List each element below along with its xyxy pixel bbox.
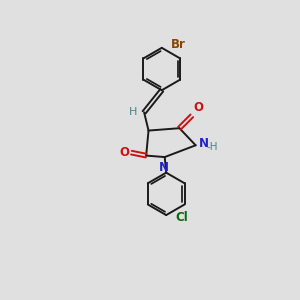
Text: Cl: Cl (175, 211, 188, 224)
Text: N: N (159, 160, 169, 174)
Text: N: N (199, 137, 209, 150)
Text: O: O (194, 101, 204, 114)
Text: Br: Br (171, 38, 186, 51)
Text: O: O (119, 146, 129, 159)
Text: H: H (129, 107, 138, 117)
Text: -H: -H (207, 142, 218, 152)
